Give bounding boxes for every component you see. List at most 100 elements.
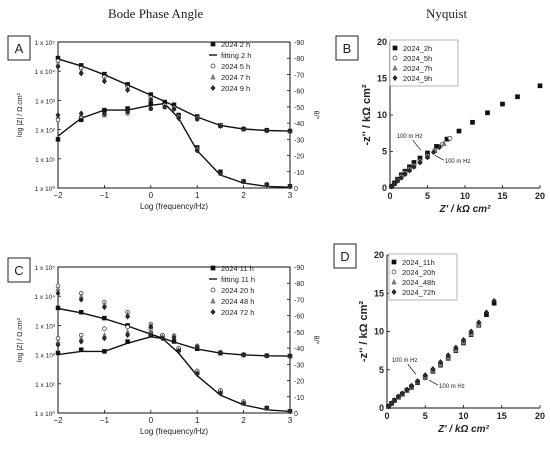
legend-marker xyxy=(392,75,398,81)
panel-c: C −2 −1 0 1 2 3 1 x 10⁰ 1 x 10¹ 1 x 10² 1 x 10³ 1 x… xyxy=(7,257,320,436)
data-point xyxy=(287,183,293,190)
nyquist-heading: Nyquist xyxy=(426,6,468,21)
data-point xyxy=(125,324,130,330)
data-point xyxy=(537,83,543,89)
x-tick-label: 0 xyxy=(387,191,392,201)
y-tick-label: 1 x 10⁴ xyxy=(35,294,56,301)
y-tick-label: 0 xyxy=(382,183,387,193)
data-point xyxy=(125,332,130,338)
data-point xyxy=(264,405,270,411)
data-point xyxy=(148,332,154,338)
y2-tick-label: -20 xyxy=(294,154,304,161)
legend-marker xyxy=(210,63,216,69)
data-point xyxy=(102,78,107,85)
legend-label: 2024 7 h xyxy=(221,73,250,82)
data-point xyxy=(148,105,154,112)
data-point xyxy=(431,149,436,156)
panel-tag-label: B xyxy=(343,41,352,56)
y-axis-label: log |Z| / Ω.cm² xyxy=(17,92,24,137)
y-tick-label: 5 xyxy=(382,147,387,157)
x-axis-label: Log (frequency/Hz) xyxy=(140,202,208,211)
frequency-annotation: 100 m Hz xyxy=(445,159,471,165)
data-point xyxy=(483,309,489,316)
data-point xyxy=(441,140,447,146)
x-axis-label: Z' / kΩ cm² xyxy=(439,204,491,215)
x-tick-label: 5 xyxy=(423,411,428,421)
y-tick-label: 1 x 10³ xyxy=(35,98,56,105)
y-tick-label: 1 x 10² xyxy=(35,353,56,360)
data-point xyxy=(102,110,107,117)
panel-tag-box xyxy=(7,257,31,283)
legend-label: 2024 2 h xyxy=(221,40,250,49)
data-point xyxy=(125,108,130,115)
legend-marker xyxy=(210,85,216,91)
y2-tick-label: 0 xyxy=(294,186,298,193)
y2-tick-label: -30 xyxy=(294,137,304,144)
y2-tick-label: -60 xyxy=(294,314,304,321)
frequency-annotation: 100 m Hz xyxy=(392,358,418,364)
data-point xyxy=(389,183,394,190)
legend-label: 2024 48 h xyxy=(221,297,254,306)
data-point xyxy=(500,101,505,107)
y2-tick-label: -20 xyxy=(294,379,304,386)
panel-d: D 0 5 10 15 20 0 5 10 15 20 Z' / kΩ cm² -z'' / kΩ cm… xyxy=(333,243,545,435)
y-tick-label: 15 xyxy=(374,288,384,298)
data-point xyxy=(218,170,223,177)
x-tick-label: 3 xyxy=(288,191,293,200)
y-tick-label: 1 x 10² xyxy=(35,128,56,135)
data-point xyxy=(78,70,84,77)
legend-label: 2024_5h xyxy=(403,54,432,63)
data-point xyxy=(470,119,475,125)
legend-marker xyxy=(210,41,216,47)
legend-marker xyxy=(210,265,216,271)
plot-frame xyxy=(57,41,291,189)
x-tick-label: −1 xyxy=(100,191,110,200)
data-point xyxy=(125,87,130,94)
data-point xyxy=(102,335,107,342)
data-point xyxy=(194,147,200,154)
y-tick-label: 1 x 10⁰ xyxy=(35,185,56,193)
data-point xyxy=(160,335,165,342)
legend-marker xyxy=(391,269,397,275)
data-point xyxy=(437,144,442,151)
y2-tick-label: -40 xyxy=(294,121,304,128)
y2-tick-label: -90 xyxy=(294,40,304,47)
x-tick-label: −2 xyxy=(53,191,63,200)
data-point xyxy=(411,163,417,170)
x-tick-label: 0 xyxy=(149,416,154,425)
legend-marker xyxy=(392,55,398,61)
data-point xyxy=(194,371,200,377)
annotation-arrow xyxy=(407,364,417,375)
x-tick-label: 3 xyxy=(288,416,293,425)
data-point xyxy=(287,408,293,415)
data-point xyxy=(218,390,223,397)
x-tick-label: 15 xyxy=(497,191,507,201)
data-point xyxy=(264,181,270,188)
data-point xyxy=(148,324,154,330)
legend-marker xyxy=(391,278,397,285)
y-tick-label: 1 x 10⁰ xyxy=(35,410,56,418)
y2-tick-label: -70 xyxy=(294,297,304,304)
data-point xyxy=(171,106,177,113)
x-tick-label: 0 xyxy=(149,191,154,200)
x-tick-label: 10 xyxy=(458,411,468,421)
legend-marker xyxy=(392,45,398,51)
data-point xyxy=(194,116,200,122)
x-tick-label: −1 xyxy=(100,416,110,425)
y2-tick-label: -80 xyxy=(294,281,304,288)
data-point xyxy=(102,304,107,311)
data-point xyxy=(392,180,397,187)
legend-label: 2024_11h xyxy=(402,258,435,267)
data-point xyxy=(55,342,61,348)
panel-tag-label: D xyxy=(340,249,349,264)
panel-tag-label: C xyxy=(14,263,23,278)
y-tick-label: 20 xyxy=(377,37,387,47)
y-tick-label: 1 x 10⁵ xyxy=(35,265,56,272)
data-point xyxy=(55,63,61,70)
data-point xyxy=(176,115,181,122)
y-tick-label: 1 x 10³ xyxy=(35,323,56,330)
data-point xyxy=(78,110,84,117)
data-point xyxy=(176,348,181,355)
y-tick-label: 15 xyxy=(377,74,387,84)
y2-tick-label: -90 xyxy=(294,265,304,272)
